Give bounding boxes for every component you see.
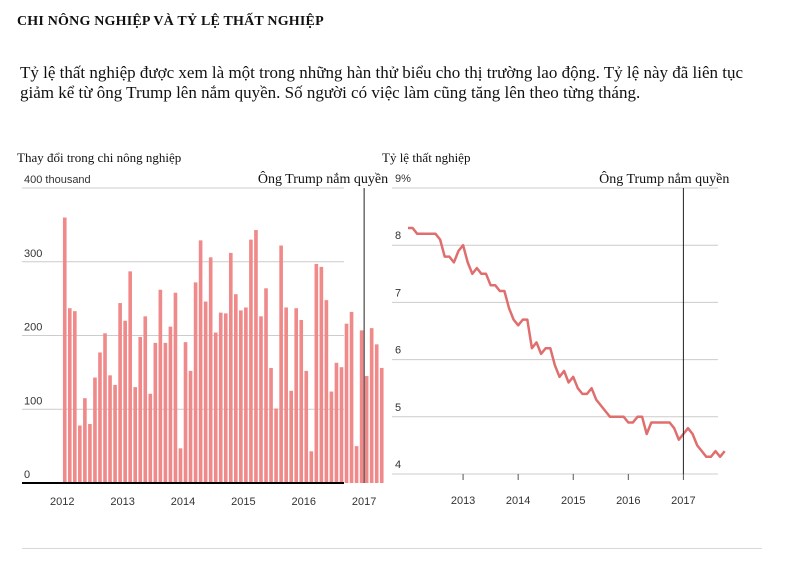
bar	[168, 326, 173, 483]
bar	[369, 328, 374, 483]
line-y-tick-label: 4	[395, 459, 401, 471]
bar	[379, 367, 384, 483]
bar	[113, 384, 117, 483]
bar	[284, 307, 288, 483]
line-chart-title: Tỷ lệ thất nghiệp	[382, 150, 471, 165]
bar	[319, 266, 324, 483]
bar	[213, 332, 218, 483]
bar	[118, 303, 122, 483]
line-y-tick-label: 7	[395, 287, 401, 299]
bar	[223, 313, 228, 483]
bar-y-tick-label: 100	[24, 395, 42, 407]
bar	[98, 352, 102, 483]
line-x-tick-label: 2015	[561, 495, 585, 507]
bar-y-tick-label: 200	[24, 322, 42, 334]
bar	[143, 316, 148, 483]
bar	[324, 300, 329, 483]
bar	[299, 320, 304, 483]
line-y-tick-label: 9%	[395, 173, 411, 185]
bar	[93, 377, 97, 483]
bar	[334, 362, 339, 483]
bar	[67, 308, 72, 483]
bar	[364, 376, 369, 483]
bar	[244, 307, 248, 483]
bar	[123, 320, 127, 483]
bar	[329, 391, 334, 483]
bar	[178, 448, 183, 483]
bar	[148, 393, 153, 483]
bar	[228, 252, 233, 483]
page-title: CHI NÔNG NGHIỆP VÀ TỶ LỆ THẤT NGHIỆP	[17, 14, 324, 29]
bar	[108, 375, 112, 483]
intro-text: Tỷ lệ thất nghiệp được xem là một trong …	[20, 63, 744, 102]
bar	[62, 217, 67, 483]
bar-chart-title: Thay đổi trong chi nông nghiệp	[17, 150, 182, 165]
bar	[259, 316, 263, 483]
bar	[314, 263, 319, 483]
bar	[279, 245, 283, 483]
bar	[198, 240, 203, 483]
bar	[239, 310, 243, 483]
bar	[304, 370, 309, 483]
bar	[163, 342, 168, 483]
bar-x-tick-label: 2016	[292, 496, 316, 508]
bar-x-tick-label: 2017	[352, 496, 376, 508]
bar-inauguration-label: Ông Trump nắm quyền	[258, 170, 388, 187]
line-y-tick-label: 5	[395, 402, 401, 414]
line-y-tick-label: 6	[395, 345, 401, 357]
bar	[88, 424, 92, 483]
bar	[78, 425, 82, 483]
bar	[359, 330, 364, 483]
unemployment-series-line	[408, 226, 726, 459]
bar	[339, 367, 344, 483]
line-inauguration-label: Ông Trump nắm quyền	[599, 170, 729, 187]
bar	[183, 342, 188, 483]
bar	[218, 312, 223, 483]
line-x-tick-label: 2017	[671, 495, 695, 507]
bar	[344, 323, 349, 483]
bar	[193, 282, 198, 483]
bar	[249, 239, 253, 483]
bar	[203, 301, 208, 483]
line-y-tick-label: 8	[395, 230, 401, 242]
bar-y-tick-label: 300	[24, 248, 42, 260]
bar	[374, 344, 379, 483]
bar	[138, 336, 143, 483]
bar	[264, 288, 268, 483]
bar	[234, 294, 238, 483]
bar	[188, 370, 193, 483]
bar	[83, 398, 87, 483]
line-x-tick-label: 2014	[506, 495, 530, 507]
bar	[274, 408, 278, 483]
bar	[153, 342, 158, 483]
bar-x-tick-label: 2013	[110, 496, 134, 508]
bar	[173, 292, 178, 483]
bar	[294, 308, 299, 483]
bottom-divider	[22, 548, 762, 549]
line-x-tick-label: 2016	[616, 495, 640, 507]
bar	[133, 387, 138, 483]
bar	[309, 451, 314, 483]
bar	[254, 230, 258, 483]
bar	[158, 289, 163, 483]
bar-x-tick-label: 2014	[171, 496, 195, 508]
bar	[208, 257, 213, 483]
bar-x-tick-label: 2015	[231, 496, 255, 508]
bar	[349, 311, 354, 483]
bar-y-tick-label: 0	[24, 469, 30, 481]
bar	[354, 446, 359, 483]
bar-y-tick-label: 400 thousand	[24, 174, 91, 186]
bar	[269, 367, 273, 483]
bar	[289, 390, 293, 483]
line-x-tick-label: 2013	[451, 495, 475, 507]
bar-x-tick-label: 2012	[50, 496, 74, 508]
bar	[128, 271, 132, 483]
bar	[103, 333, 107, 483]
bar	[73, 311, 77, 483]
